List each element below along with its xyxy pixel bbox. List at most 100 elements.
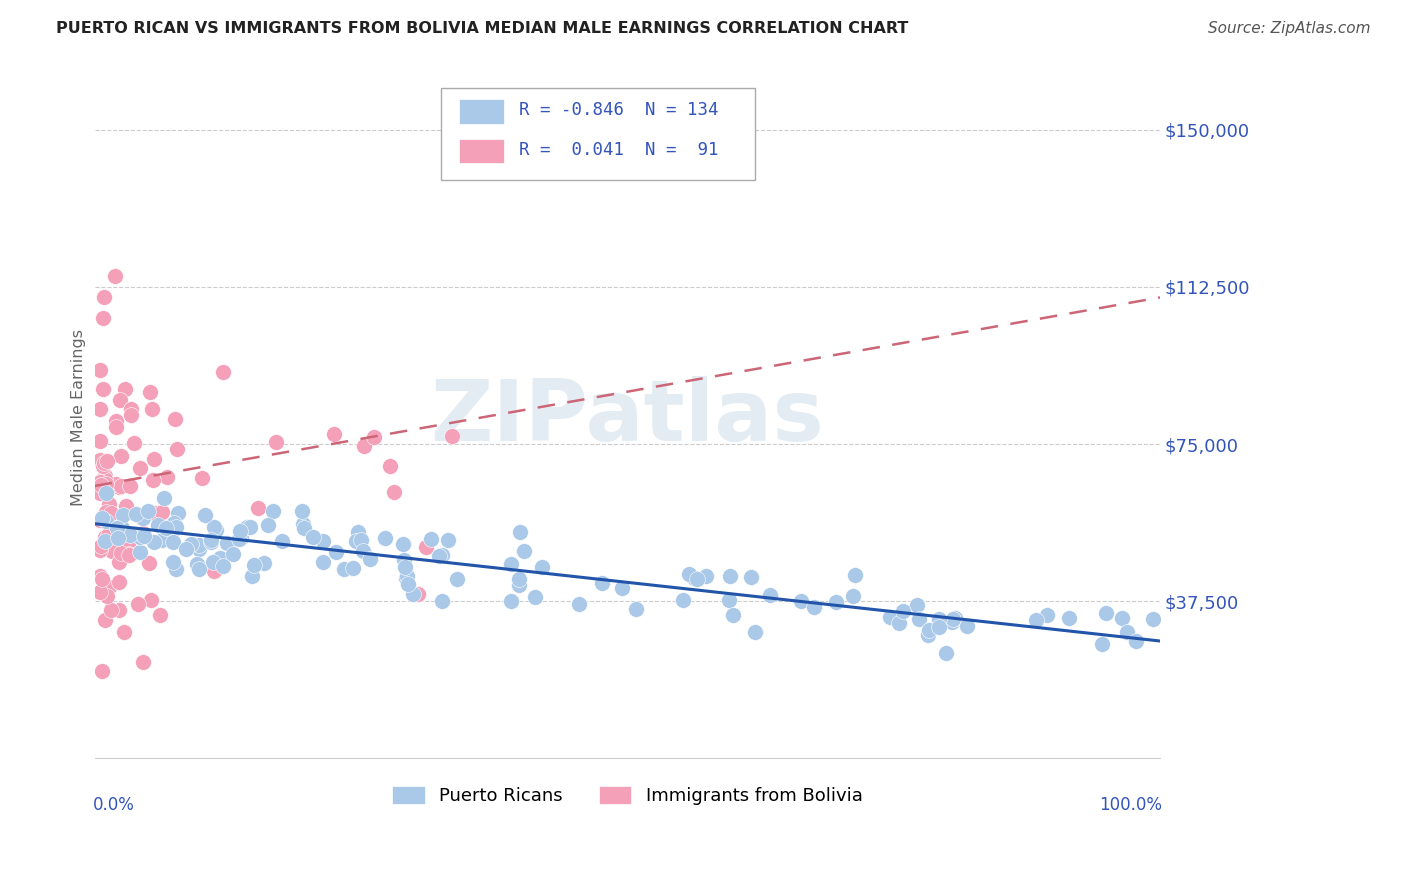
Point: [93, 530, 115, 544]
Point: [247, 501, 270, 516]
Point: [90, 665, 112, 679]
Point: [202, 520, 225, 534]
Point: [111, 508, 134, 522]
Point: [353, 439, 375, 453]
Point: [239, 519, 262, 533]
Point: [427, 549, 450, 564]
Point: [139, 592, 162, 607]
Point: [1095, 606, 1118, 620]
Point: [100, 603, 122, 617]
Y-axis label: Median Male Earnings: Median Male Earnings: [72, 329, 86, 507]
Point: [142, 451, 165, 466]
Point: [591, 575, 613, 590]
Point: [825, 595, 848, 609]
Point: [150, 505, 173, 519]
Point: [120, 528, 142, 542]
Point: [723, 608, 745, 623]
Point: [108, 555, 131, 569]
Point: [93, 290, 115, 304]
Point: [89, 585, 111, 599]
Point: [89, 513, 111, 527]
Point: [917, 628, 939, 642]
Point: [104, 269, 127, 284]
Point: [132, 529, 155, 543]
Point: [98, 497, 121, 511]
Point: [91, 382, 114, 396]
Point: [159, 528, 181, 542]
Point: [89, 483, 111, 497]
Point: [94, 476, 117, 491]
Point: [758, 588, 780, 602]
Point: [110, 450, 132, 464]
Point: [891, 604, 914, 618]
Point: [678, 566, 700, 581]
Point: [200, 533, 222, 548]
Point: [392, 553, 415, 567]
Point: [382, 485, 405, 500]
Point: [889, 616, 911, 631]
Point: [685, 572, 707, 586]
Point: [165, 520, 187, 534]
Point: [440, 429, 463, 443]
Point: [744, 625, 766, 640]
Point: [1057, 611, 1080, 625]
Point: [211, 559, 233, 574]
Point: [221, 547, 243, 561]
Point: [155, 521, 177, 535]
Point: [236, 520, 259, 534]
Point: [107, 603, 129, 617]
Point: [165, 562, 187, 576]
Point: [188, 562, 211, 576]
Point: [942, 612, 965, 626]
Point: [167, 506, 190, 520]
Point: [253, 557, 276, 571]
Point: [90, 478, 112, 492]
Point: [89, 434, 111, 449]
Point: [1116, 625, 1139, 640]
Point: [1025, 613, 1047, 627]
Point: [124, 526, 146, 541]
Point: [415, 540, 437, 554]
Point: [89, 485, 111, 500]
Point: [94, 505, 117, 519]
Bar: [458, 139, 503, 163]
Point: [129, 545, 152, 559]
Point: [509, 524, 531, 539]
Point: [94, 515, 117, 529]
Point: [90, 539, 112, 553]
Point: [162, 555, 184, 569]
Point: [740, 570, 762, 584]
Point: [270, 533, 292, 548]
Point: [202, 564, 225, 578]
Point: [93, 456, 115, 470]
Point: [302, 530, 325, 544]
Point: [844, 567, 866, 582]
Point: [148, 608, 170, 623]
Point: [104, 420, 127, 434]
Point: [187, 538, 209, 552]
Point: [935, 646, 957, 660]
Point: [117, 547, 139, 561]
Text: 100.0%: 100.0%: [1099, 796, 1163, 814]
Point: [188, 541, 211, 556]
Point: [94, 507, 117, 521]
Point: [94, 468, 117, 483]
Point: [432, 548, 454, 562]
Point: [212, 365, 235, 379]
Point: [110, 479, 132, 493]
Point: [108, 574, 131, 589]
Point: [209, 550, 232, 565]
FancyBboxPatch shape: [441, 87, 755, 179]
Point: [1091, 637, 1114, 651]
Bar: [458, 99, 503, 124]
Point: [446, 572, 468, 586]
Text: R = -0.846  N = 134: R = -0.846 N = 134: [519, 101, 718, 120]
Point: [530, 560, 553, 574]
Point: [93, 459, 115, 474]
Point: [612, 581, 634, 595]
Point: [406, 587, 429, 601]
Point: [94, 485, 117, 500]
Point: [138, 556, 160, 570]
Point: [513, 543, 536, 558]
Point: [501, 594, 523, 608]
